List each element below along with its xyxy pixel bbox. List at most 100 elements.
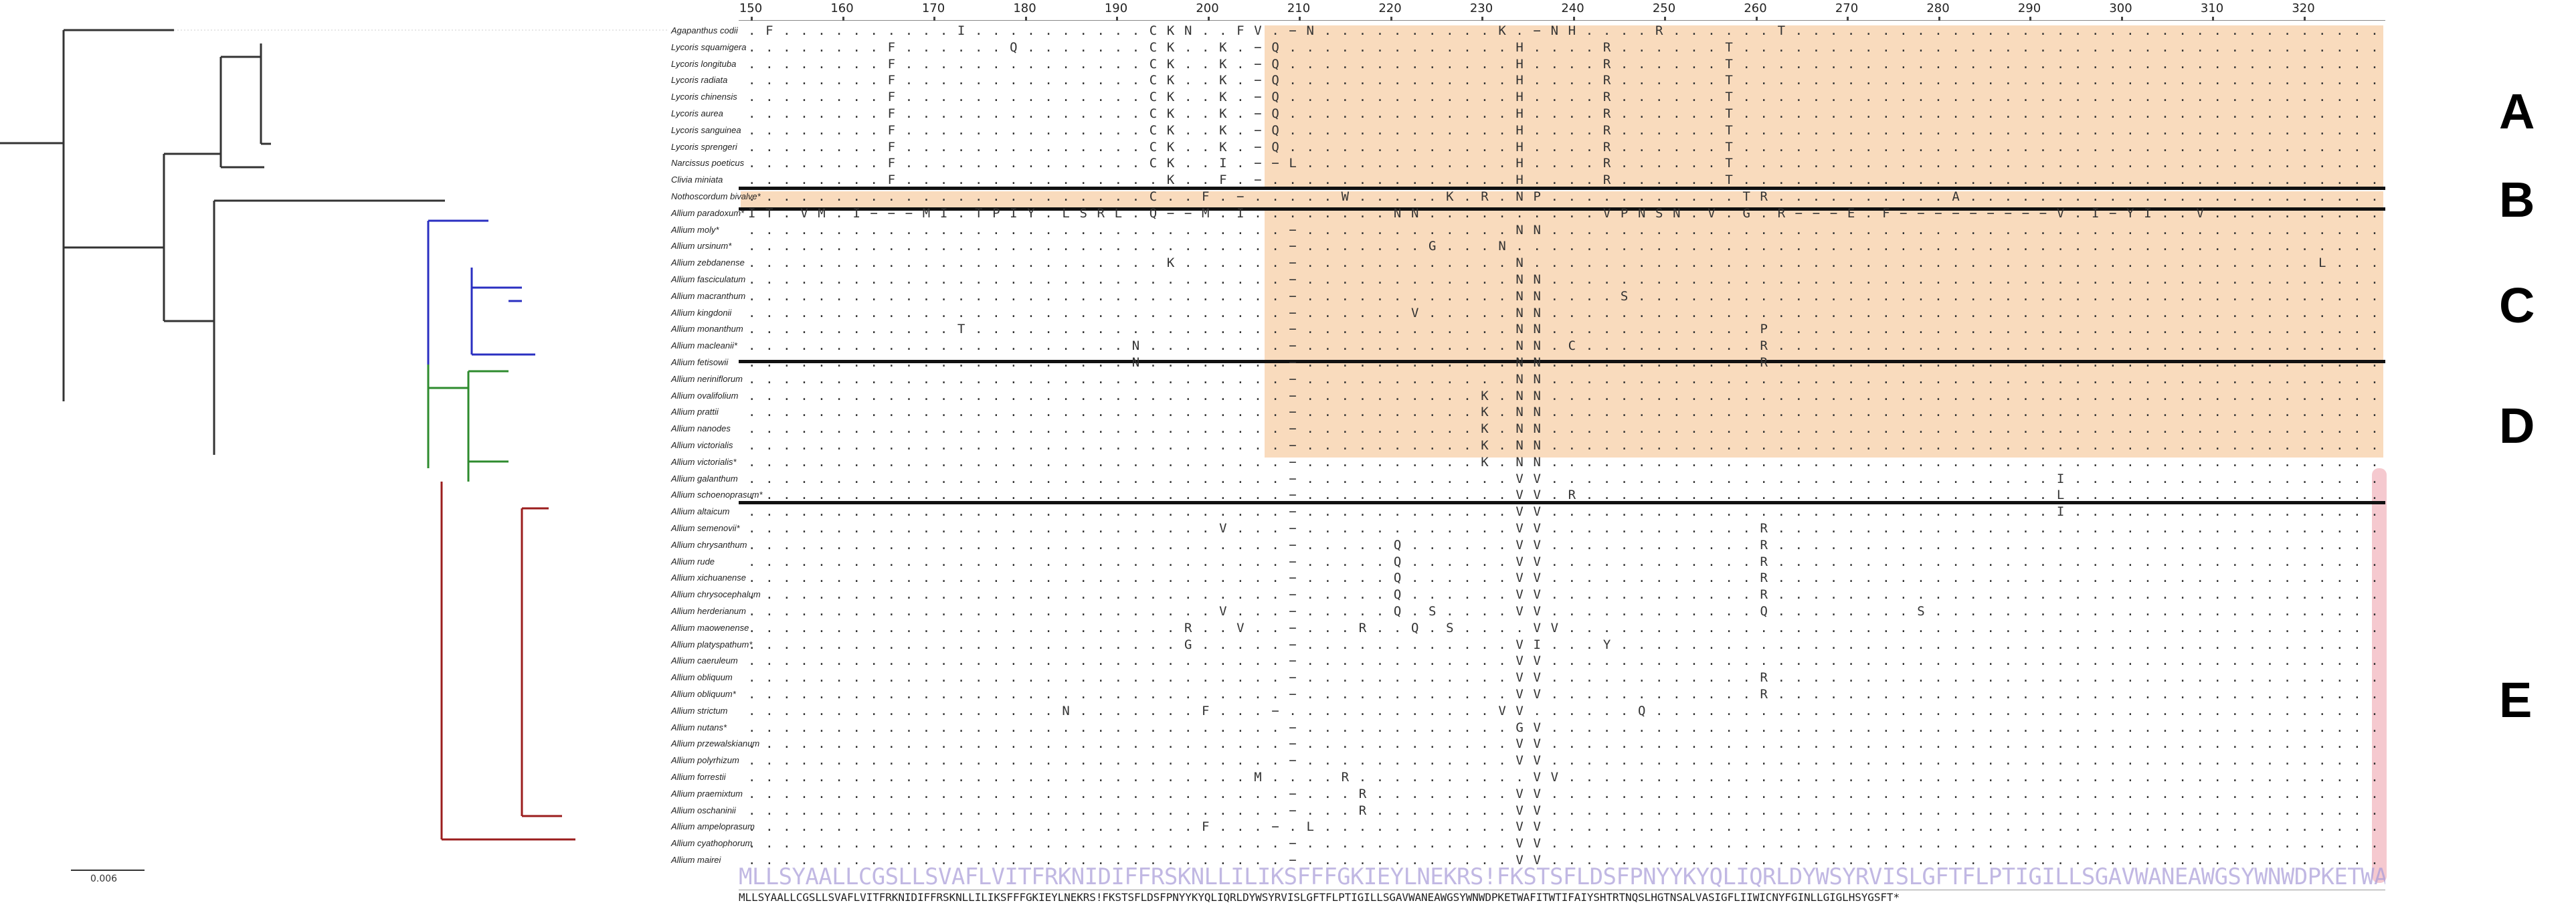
taxon-label: Allium prattii [671,407,719,417]
aligned-sequence: . . . . . . . . F . . . . . . . . . . . … [748,90,2380,105]
taxon-label: Lycoris chinensis [671,92,737,102]
ruler-tick-label: 320 [2292,1,2315,15]
taxon-label: Allium mairei [671,855,721,865]
consensus-sequence: MLLSYAALLCGSLLSVAFLVITFRKNIDIFFRSKNLLILI… [739,890,2385,905]
taxon-label: Allium praemixtum [671,788,743,799]
taxon-label: Allium chrysocephalum [671,589,761,600]
clade-E-branches [440,482,575,841]
taxon-label: Allium victorialis [671,440,733,450]
aligned-sequence: . . . . . . . . . . . . . . . . . . . . … [748,770,2380,785]
consensus-logo: MLLSYAALLCGSLLSVAFLVITFRKNIDIFFRSKNLLILI… [739,863,2385,891]
taxon-label: Allium schoenoprasum* [671,490,763,500]
group-label-A: A [2499,84,2535,139]
aligned-sequence: . . . . . . . . F . . . . . . . . . . . … [748,139,2380,155]
taxon-label: Allium oschaninii [671,805,736,815]
aligned-sequence: . . . . . . . . . . . . . . . . . . . . … [748,521,2380,536]
aligned-sequence: . . . . . . . . . . . . . . . . . . . . … [748,571,2380,586]
aligned-sequence: . . . . . . . . . . . . . . . . . . . . … [748,604,2380,619]
taxon-label: Allium macranthum [671,290,746,301]
taxon-label: Allium moly* [671,224,719,235]
ruler-tick-label: 170 [921,1,945,15]
ruler-tick-mark [1755,17,1758,21]
clade-C-branches [427,219,535,365]
ruler-tick-label: 310 [2200,1,2224,15]
stop-highlight-E [2372,468,2387,883]
taxon-label: Allium caeruleum [671,656,738,666]
aligned-sequence: . F . . . . . . . . . . I . . . . . . . … [748,23,2380,38]
ruler-tick-mark [2303,17,2306,21]
taxon-label: Allium herderianum [671,606,746,616]
aligned-sequence: . . . . . . . . . . . . . . . . . . . . … [748,853,2380,868]
taxon-label: Allium strictum [671,705,728,716]
ruler-tick-mark [1938,17,1940,21]
ruler-tick-mark [1116,17,1118,21]
ruler-tick-mark [1664,17,1666,21]
taxon-label: Allium przewalskianum [671,738,760,749]
taxon-label: Allium altaicum [671,506,730,517]
ruler-tick-label: 300 [2109,1,2132,15]
aligned-sequence: . . . . . . . . . . . . . . . . . . . . … [748,388,2380,403]
taxon-label: Allium fasciculatum [671,274,746,284]
highlight-region-B [741,191,2383,209]
aligned-sequence: . . . . . . . . . . . . . . . . . . . . … [748,239,2380,254]
highlight-region-A [1265,25,2383,189]
taxon-label: Allium maowenense [671,622,749,633]
aligned-sequence: . . . . . . . . . . . . . . . . . . . . … [748,720,2380,735]
ruler-tick-mark [751,17,753,21]
taxon-label: Allium victorialis* [671,456,737,467]
taxon-label: Allium rude [671,556,715,567]
group-label-E: E [2499,672,2533,728]
taxon-label: Lycoris squamigera [671,41,747,52]
outgroup-branches [0,29,445,455]
ruler-tick-label: 260 [1744,1,1767,15]
aligned-sequence: . . . . . . . . F . . . . . . . . . . . … [748,156,2380,171]
group-separators [739,187,2385,504]
aligned-sequence: . . . . . . . . F . . . . . . . . . . . … [748,122,2380,138]
aligned-sequence: . . . . . . . . F . . . . . . . . . . . … [748,106,2380,121]
aligned-sequence: . . . . . . . . . . . . . . . . . . . . … [748,620,2380,635]
ruler-tick-mark [1299,17,1301,21]
aligned-sequence: . . . . . . . . . . . . . . . . . . . . … [748,355,2380,370]
aligned-sequence: . . . . . . . . . . . . . . . . . . . . … [748,736,2380,752]
aligned-sequence: . . . . . . . . . . . . T . . . . . . . … [748,322,2380,337]
ruler-tick-label: 180 [1013,1,1036,15]
ruler-tick-mark [842,17,844,21]
aligned-sequence: . . . . . . . . . . . . . . . . . . . . … [748,405,2380,420]
group-label-C: C [2499,278,2535,333]
taxon-label: Allium fetisowii [671,357,729,367]
aligned-sequence: . . . . . . . . . . . . . . . . . . . . … [748,338,2380,354]
aligned-sequence: . . . . . . . . . . . . . . . . . . . . … [748,471,2380,486]
aligned-sequence: . . . . . . . . . . . . . . . . . . . . … [748,256,2380,271]
aligned-sequence: . . . . . . . . . . . . . . . . . . . . … [748,421,2380,437]
aligned-sequence: . . . . . . . . . . . . . . . . . . . . … [748,753,2380,769]
aligned-sequence: . . . . . . . . . . . . . . . . . . . . … [748,488,2380,503]
taxon-label: Allium paradoxum* [671,207,745,218]
aligned-sequence: . . . . . . . . . . . . . . . . . . . . … [748,637,2380,652]
aligned-sequence: . . . . . . . . . . . . . . . . . . . . … [748,653,2380,669]
taxon-label: Allium platyspathum* [671,639,753,649]
ruler-tick-label: 220 [1378,1,1402,15]
ruler-baseline [739,20,2385,21]
ruler-tick-mark [933,17,935,21]
taxon-label: Allium ampeloprasum [671,821,755,832]
scale-bar [71,870,145,871]
aligned-sequence: . . . . . . . . . . . . . . . . . . N . … [748,703,2380,718]
ruler-tick-mark [2212,17,2214,21]
ruler-tick-mark [1024,17,1027,21]
ruler-tick-mark [2120,17,2123,21]
aligned-sequence: . . . . . . . . . . . . . . . . . . . . … [748,454,2380,470]
aligned-sequence: . . . . . . . . . . . . . . . . . . . . … [748,222,2380,237]
group-label-B: B [2499,172,2535,227]
taxon-label: Lycoris radiata [671,75,728,86]
taxon-label: Allium zebdanense [671,258,745,268]
taxon-label: Allium chrysanthum [671,539,747,550]
aligned-sequence: . . . . . . . . . . . . . . . . . . . . … [748,189,2380,204]
aligned-sequence: . . . . . . . . . . . . . . . . . . . . … [748,687,2380,702]
aligned-sequence: . . . . . . . . . . . . . . . . . . . . … [748,288,2380,304]
ruler-tick-mark [1207,17,1210,21]
ruler-tick-mark [1481,17,1483,21]
aligned-sequence: . . . . . . . . . . . . . . . . . . . . … [748,504,2380,520]
taxon-label: Allium obliquum [671,672,733,683]
taxon-label: Allium nutans* [671,722,727,732]
